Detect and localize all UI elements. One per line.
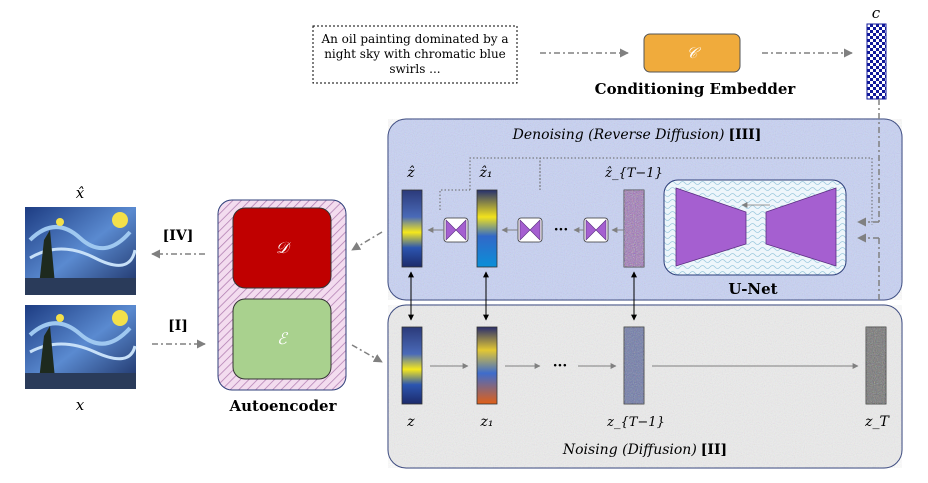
prompt-line-2: night sky with chromatic blue — [324, 47, 506, 61]
denoise-latent-1-label: ẑ₁ — [479, 164, 493, 181]
noising-texture — [388, 305, 902, 468]
noise-ellipsis: ··· — [553, 358, 568, 374]
denoise-step-block-3 — [583, 217, 609, 243]
prompt-box — [312, 25, 518, 84]
denoising-title-text: Denoising (Reverse Diffusion) — [512, 127, 725, 143]
input-tag: [I] — [168, 318, 188, 334]
noise-latent-0 — [401, 326, 423, 405]
noising-title-text: Noising (Diffusion) — [562, 442, 697, 458]
denoise-latent-2-label: ẑ_{T−1} — [604, 166, 663, 181]
encoder-block — [232, 298, 332, 380]
denoise-ellipsis: ··· — [554, 222, 569, 238]
input-image-symbol: x — [76, 396, 85, 414]
noise-latent-0-label: z — [406, 414, 415, 430]
autoencoder-label: Autoencoder — [229, 397, 338, 415]
encoder-to-noise-arrow — [351, 344, 383, 363]
denoise-latent-2-noise — [624, 190, 644, 267]
noising-tag: [II] — [701, 442, 727, 458]
denoising-tag: [III] — [728, 127, 761, 143]
noise-latent-1-label: z₁ — [480, 414, 494, 430]
unet-encoder-shape — [675, 187, 747, 267]
conditioning-embedder-block — [643, 33, 741, 73]
noise-latent-2-label: z_{T−1} — [606, 415, 665, 430]
noise-latent-3-noise — [866, 327, 886, 404]
prompt-line-1: An oil painting dominated by a — [320, 32, 508, 46]
denoise-latent-1 — [476, 189, 498, 268]
denoise-guide-left — [439, 189, 470, 210]
prompt-line-3: swirls ... — [389, 62, 440, 76]
input-image — [25, 305, 137, 389]
noise-latent-1 — [476, 326, 498, 405]
denoise-latent-0-label: ẑ — [406, 164, 415, 181]
noise-latent-3-label: z_T — [864, 414, 890, 430]
unet-decoder-shape — [765, 187, 837, 267]
denoising-title: Denoising (Reverse Diffusion) [III] — [512, 127, 762, 143]
encoder-symbol: ℰ — [277, 329, 289, 348]
embedding-symbol: c — [872, 4, 881, 22]
denoise-latent-0 — [401, 189, 423, 268]
output-tag: [IV] — [163, 228, 194, 244]
denoise-step-block-2 — [517, 217, 543, 243]
denoise-guide-mid — [469, 157, 541, 190]
output-image-symbol: x̂ — [76, 184, 85, 202]
noising-title: Noising (Diffusion) [II] — [562, 442, 727, 458]
output-image — [25, 207, 137, 295]
denoise-step-block-1 — [443, 217, 469, 243]
embedder-label: Conditioning Embedder — [595, 80, 797, 98]
condition-embedding — [866, 23, 887, 100]
denoise-to-decoder-arrow — [351, 231, 383, 251]
decoder-block — [232, 207, 332, 289]
noise-latent-2-noise — [624, 327, 644, 404]
decoder-symbol: 𝒟 — [276, 238, 292, 257]
unet-label: U-Net — [728, 280, 777, 298]
